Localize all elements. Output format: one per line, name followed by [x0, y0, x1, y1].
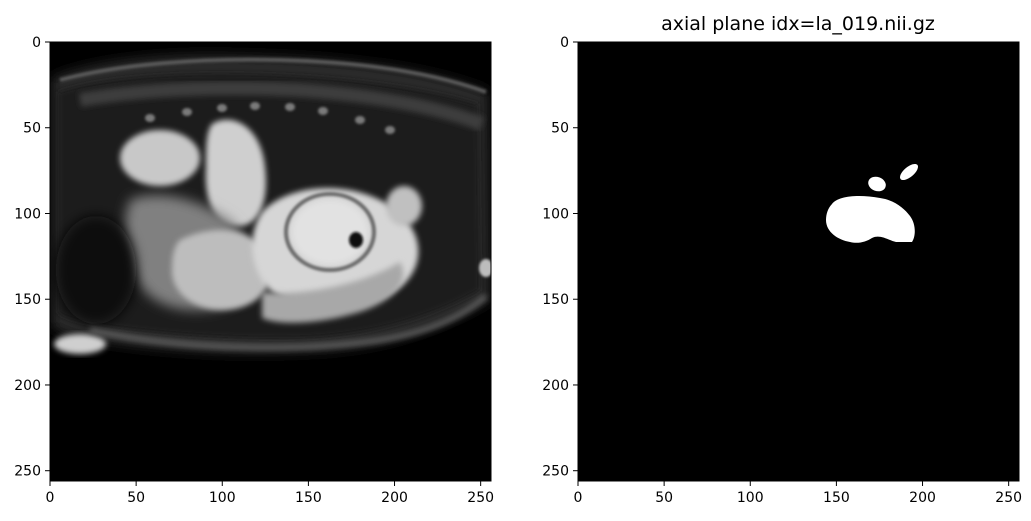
mask-small-blob-1 [868, 176, 886, 192]
ventricle [292, 200, 368, 264]
y-tick-label: 50 [551, 121, 569, 137]
mask-small-blob-2 [899, 163, 919, 181]
x-tick-label: 50 [127, 490, 145, 506]
mri-anatomy [52, 55, 491, 354]
y-tick-label: 200 [542, 378, 569, 394]
mri-panel: 0 0 50 50 100 100 150 150 200 200 250 250 [14, 35, 494, 506]
skin-line [59, 57, 487, 94]
x-tick-label: 200 [381, 490, 408, 506]
mask-image-background [578, 42, 1019, 481]
left-lung [56, 216, 136, 324]
mri-ticks: 0 0 50 50 100 100 150 150 200 200 250 250 [14, 35, 494, 506]
lower-slab [262, 262, 404, 323]
x-tick-label: 50 [655, 490, 673, 506]
x-tick-label: 150 [823, 490, 850, 506]
mri-axes-frame [49, 41, 492, 482]
bright-vessel-left [120, 130, 200, 186]
mask-ticks: 0 0 50 50 100 100 150 150 200 200 250 250 [542, 35, 1022, 506]
x-tick-label: 0 [574, 490, 583, 506]
y-tick-label: 100 [14, 206, 41, 222]
mask-axes-frame [577, 41, 1020, 482]
y-tick-label: 250 [542, 464, 569, 480]
right-bright-nodule [386, 186, 422, 226]
y-tick-label: 150 [14, 292, 41, 308]
x-tick-label: 100 [737, 490, 764, 506]
y-tick-label: 150 [542, 292, 569, 308]
y-tick-label: 0 [32, 35, 41, 51]
x-tick-label: 100 [209, 490, 236, 506]
x-tick-label: 0 [46, 490, 55, 506]
posterior-wall [89, 293, 488, 351]
y-tick-label: 200 [14, 378, 41, 394]
segmentation-blobs [826, 163, 919, 243]
x-tick-label: 150 [295, 490, 322, 506]
mask-main-blob [826, 196, 915, 243]
chest-wall [78, 81, 485, 131]
lower-chamber [171, 230, 271, 310]
x-tick-label: 250 [995, 490, 1022, 506]
right-edge-bright [479, 259, 491, 277]
x-tick-label: 250 [467, 490, 494, 506]
figure-title: axial plane idx=la_019.nii.gz [661, 13, 935, 35]
bottom-left-lens [54, 334, 106, 354]
y-tick-label: 50 [23, 121, 41, 137]
y-tick-label: 0 [560, 35, 569, 51]
y-tick-label: 250 [14, 464, 41, 480]
x-tick-label: 200 [909, 490, 936, 506]
central-structure [205, 119, 266, 227]
y-tick-label: 100 [542, 206, 569, 222]
ribs [145, 102, 395, 134]
ventricle-wall [284, 192, 376, 272]
mask-panel: axial plane idx=la_019.nii.gz 0 0 50 50 100 1… [542, 13, 1022, 506]
dark-spot [349, 232, 363, 248]
